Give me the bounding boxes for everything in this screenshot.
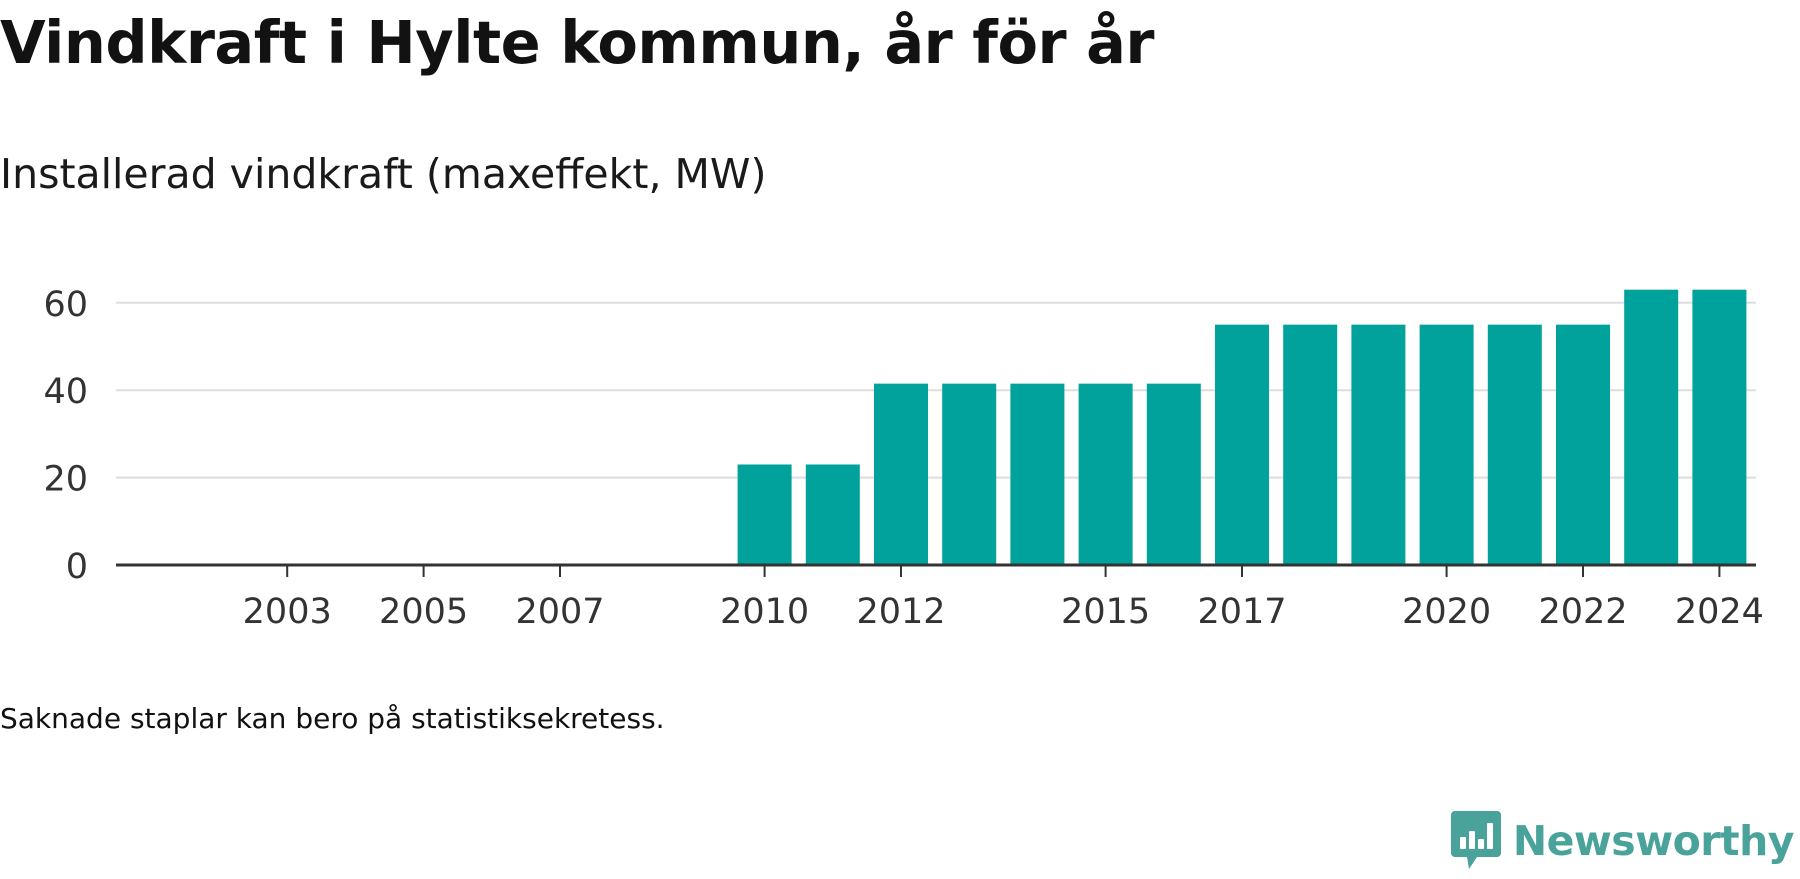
y-tick-label: 20 [43,460,88,500]
gridlines [116,301,1756,479]
bar-2013 [942,383,997,565]
y-tick-label: 0 [66,547,88,587]
bar-chart: 2003 2005 2007 2010 2012 2015 2017 2020 2022 2024… [43,285,1764,632]
bar-2020 [1419,324,1474,565]
x-tick-label: 2007 [515,592,604,632]
x-tick-label: 2020 [1402,592,1491,632]
bar-2024 [1692,289,1747,565]
x-tick-label: 2017 [1197,592,1286,632]
bar-2021 [1487,324,1542,565]
brand-name: Newsworthy [1512,817,1795,865]
y-axis-labels: 0 20 40 60 [43,285,88,587]
bar-2010 [737,464,792,565]
bar-2022 [1556,324,1610,565]
x-tick-label: 2024 [1675,592,1764,632]
bar-2017 [1215,324,1269,565]
x-tick-label: 2022 [1538,592,1627,632]
bar-2023 [1624,289,1679,565]
chart-title: Vindkraft i Hylte kommun, år för år [0,8,1155,77]
x-tick-label: 2012 [856,592,945,632]
newsworthy-logo-icon [1450,811,1501,869]
x-tick-label: 2015 [1061,592,1150,632]
footnote: Saknade staplar kan bero på statistiksek… [0,702,665,735]
bar-2015 [1078,383,1133,565]
bar-2011 [805,464,860,565]
bar-2014 [1010,383,1065,565]
y-tick-label: 60 [43,285,88,325]
x-tick-label: 2005 [379,592,468,632]
x-tick-label: 2010 [720,592,809,632]
bar-2019 [1351,324,1406,565]
y-tick-label: 40 [43,372,88,412]
bars [737,289,1747,565]
chart-subtitle: Installerad vindkraft (maxeffekt, MW) [0,150,767,198]
brand-logo[interactable]: Newsworthy [1450,811,1795,871]
bar-2018 [1283,324,1338,565]
bar-2016 [1146,383,1201,565]
bar-2012 [874,383,928,565]
x-tick-label: 2003 [243,592,332,632]
x-axis: 2003 2005 2007 2010 2012 2015 2017 2020 2022 2024 [116,563,1764,632]
